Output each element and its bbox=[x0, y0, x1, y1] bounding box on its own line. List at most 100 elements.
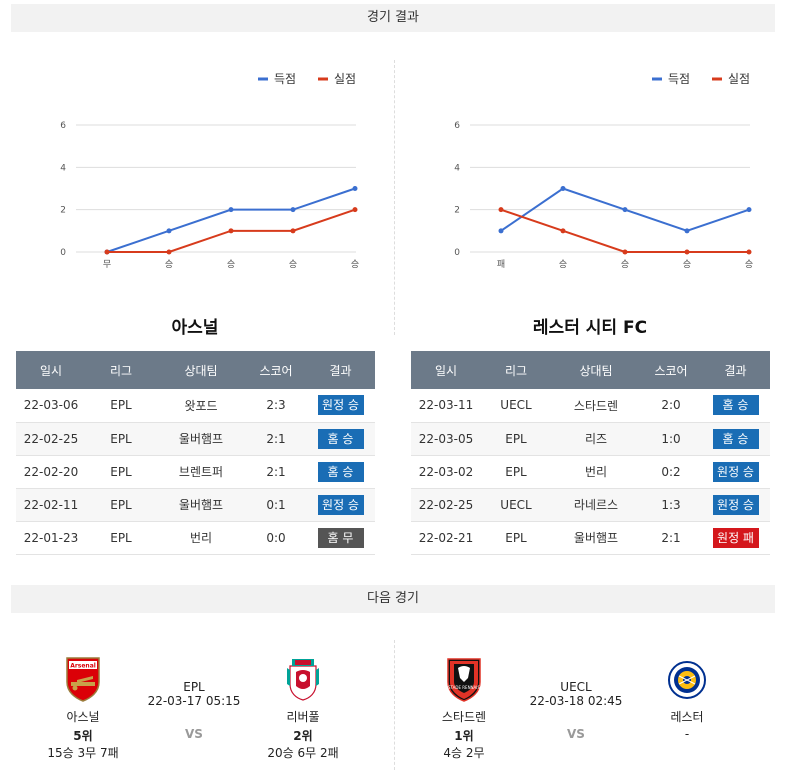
result-badge: 원정 승 bbox=[712, 461, 759, 482]
cell-score: 0:2 bbox=[641, 455, 701, 489]
table-row: 22-02-11 EPL 울버햄프 0:1 원정 승 bbox=[16, 488, 375, 522]
cell-result: 홈 승 bbox=[306, 422, 375, 456]
cell-result: 홈 무 bbox=[306, 521, 375, 555]
data-point bbox=[498, 228, 504, 234]
col-league: 리그 bbox=[481, 351, 551, 389]
match-datetime: 22-03-18 02:45 bbox=[529, 694, 623, 708]
data-point bbox=[228, 228, 234, 234]
table-row: 22-02-21 EPL 울버햄프 2:1 원정 패 bbox=[411, 521, 770, 555]
x-tick-label: 패 bbox=[497, 259, 505, 270]
cell-date: 22-02-20 bbox=[16, 455, 86, 489]
svg-text:Arsenal: Arsenal bbox=[70, 663, 96, 670]
cell-league: UECL bbox=[481, 389, 551, 423]
leicester-form-chart: 득점 실점 0 2 4 6 패 승 승 승 승 bbox=[454, 72, 753, 270]
next-match-info-1: EPL 22-03-17 05:15 bbox=[134, 680, 254, 708]
y-tick-label: 4 bbox=[454, 163, 460, 173]
cell-opponent: 라네르스 bbox=[551, 488, 641, 522]
cell-opponent: 울버햄프 bbox=[156, 422, 246, 456]
series-line-conceded bbox=[500, 208, 749, 253]
data-point bbox=[104, 249, 110, 255]
cell-score: 2:0 bbox=[641, 389, 701, 423]
cell-league: EPL bbox=[481, 422, 551, 456]
team-name: 리버풀 bbox=[286, 710, 320, 724]
col-date: 일시 bbox=[16, 351, 86, 389]
result-badge: 홈 무 bbox=[317, 527, 364, 548]
rennes-logo-icon: STADE RENNAIS bbox=[447, 658, 481, 702]
cell-result: 홈 승 bbox=[701, 422, 770, 456]
data-point bbox=[166, 228, 172, 234]
y-tick-label: 2 bbox=[60, 206, 66, 216]
cell-opponent: 리즈 bbox=[551, 422, 641, 456]
cell-opponent: 울버햄프 bbox=[156, 488, 246, 522]
cell-date: 22-01-23 bbox=[16, 521, 86, 555]
cell-date: 22-03-02 bbox=[411, 455, 481, 489]
cell-date: 22-03-06 bbox=[16, 389, 86, 423]
x-tick-label: 승 bbox=[559, 259, 567, 270]
data-point bbox=[684, 228, 690, 234]
result-badge: 원정 승 bbox=[317, 494, 364, 515]
x-tick-label: 승 bbox=[745, 259, 753, 270]
team-rank: 2위 bbox=[293, 729, 313, 743]
arsenal-results-table: 일시 리그 상대팀 스코어 결과 22-03-06 EPL 왓포드 2:3 원정 승 22… bbox=[16, 351, 375, 555]
result-badge: 원정 승 bbox=[712, 494, 759, 515]
data-point bbox=[352, 207, 358, 213]
cell-result: 원정 승 bbox=[701, 455, 770, 489]
cell-score: 2:1 bbox=[641, 521, 701, 555]
x-tick-label: 승 bbox=[351, 259, 359, 270]
match-datetime: 22-03-17 05:15 bbox=[147, 694, 241, 708]
next-home-team-1[interactable]: Arsenal 아스널 5위 15승 3무 7패 bbox=[28, 656, 138, 761]
data-point bbox=[746, 249, 752, 255]
match-league: EPL bbox=[183, 680, 205, 694]
x-tick-label: 승 bbox=[289, 259, 297, 270]
cell-opponent: 울버햄프 bbox=[551, 521, 641, 555]
team-name: 스타드렌 bbox=[441, 710, 487, 724]
x-tick-label: 승 bbox=[683, 259, 691, 270]
cell-opponent: 번리 bbox=[156, 521, 246, 555]
result-badge: 홈 승 bbox=[317, 461, 364, 482]
data-point bbox=[622, 249, 628, 255]
cell-score: 2:3 bbox=[246, 389, 306, 423]
cell-league: UECL bbox=[481, 488, 551, 522]
next-away-team-2[interactable]: 레스터 - bbox=[632, 656, 742, 741]
cell-league: EPL bbox=[481, 521, 551, 555]
team-record: 20승 6무 2패 bbox=[267, 746, 339, 760]
next-divider bbox=[394, 640, 395, 770]
cell-opponent: 왓포드 bbox=[156, 389, 246, 423]
col-score: 스코어 bbox=[641, 351, 701, 389]
cell-league: EPL bbox=[86, 488, 156, 522]
next-match-info-2: UECL 22-03-18 02:45 bbox=[516, 680, 636, 708]
y-tick-label: 0 bbox=[60, 248, 66, 258]
table-row: 22-02-25 UECL 라네르스 1:3 원정 승 bbox=[411, 488, 770, 522]
team-record: 4승 2무 bbox=[443, 746, 485, 760]
cell-score: 0:1 bbox=[246, 488, 306, 522]
vs-label-1: VS bbox=[185, 727, 203, 741]
y-tick-label: 0 bbox=[454, 248, 460, 258]
data-point bbox=[228, 207, 234, 213]
arsenal-logo-icon: Arsenal bbox=[66, 657, 100, 702]
arsenal-form-chart: 득점 실점 0 2 4 6 무 승 승 승 승 bbox=[60, 72, 359, 270]
cell-date: 22-03-11 bbox=[411, 389, 481, 423]
series-line-scored bbox=[106, 187, 356, 253]
cell-date: 22-03-05 bbox=[411, 422, 481, 456]
legend-label: 실점 bbox=[334, 72, 356, 86]
cell-result: 원정 승 bbox=[306, 389, 375, 423]
next-home-team-2[interactable]: STADE RENNAIS 스타드렌 1위 4승 2무 bbox=[409, 656, 519, 761]
next-away-team-1[interactable]: 리버풀 2위 20승 6무 2패 bbox=[248, 656, 358, 761]
cell-league: EPL bbox=[86, 455, 156, 489]
x-tick-label: 승 bbox=[227, 259, 235, 270]
data-point bbox=[498, 207, 504, 213]
x-tick-label: 승 bbox=[165, 259, 173, 270]
cell-score: 0:0 bbox=[246, 521, 306, 555]
cell-score: 1:0 bbox=[641, 422, 701, 456]
team-record: 15승 3무 7패 bbox=[47, 746, 119, 760]
col-result: 결과 bbox=[306, 351, 375, 389]
cell-league: EPL bbox=[86, 389, 156, 423]
cell-league: EPL bbox=[481, 455, 551, 489]
table-row: 22-03-05 EPL 리즈 1:0 홈 승 bbox=[411, 422, 770, 456]
result-badge: 원정 승 bbox=[317, 395, 364, 416]
cell-league: EPL bbox=[86, 422, 156, 456]
cell-league: EPL bbox=[86, 521, 156, 555]
col-opponent: 상대팀 bbox=[156, 351, 246, 389]
table-row: 22-03-11 UECL 스타드렌 2:0 홈 승 bbox=[411, 389, 770, 423]
cell-score: 2:1 bbox=[246, 455, 306, 489]
